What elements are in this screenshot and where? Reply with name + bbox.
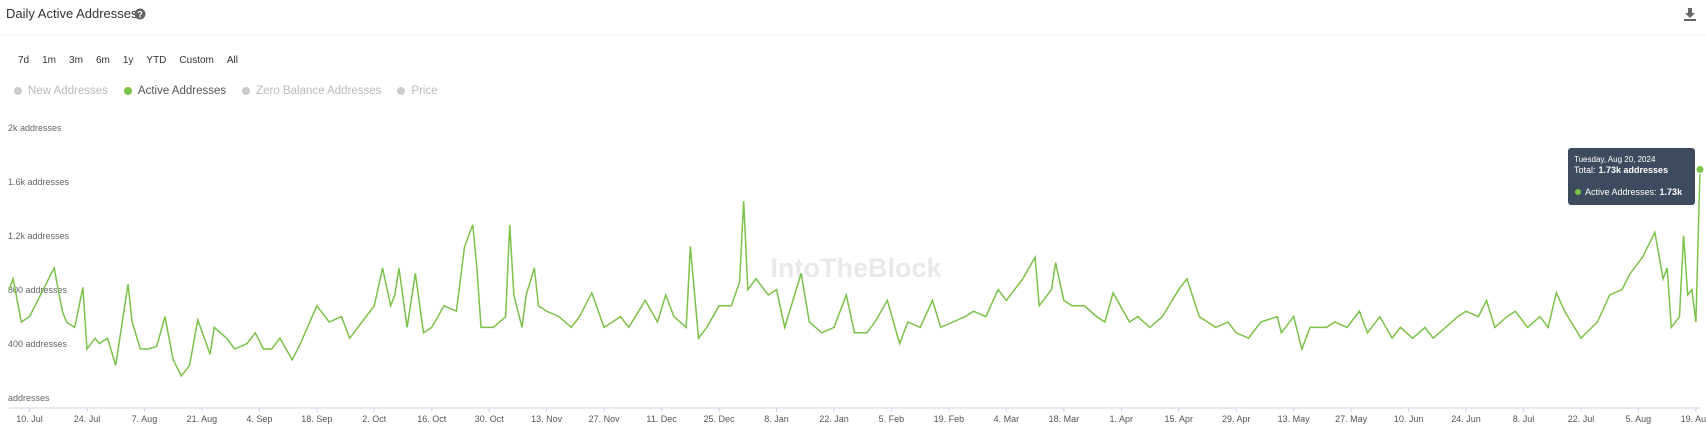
series-line	[8, 169, 1701, 378]
legend-label: Price	[411, 85, 438, 97]
x-tick-label: 2. Oct	[362, 414, 387, 424]
x-tick-label: 13. Nov	[531, 414, 563, 424]
x-tick-label: 24. Jun	[1451, 414, 1481, 424]
legend-item[interactable]: Zero Balance Addresses	[242, 85, 381, 97]
x-tick-label: 25. Dec	[704, 414, 736, 424]
legend-dot	[123, 87, 132, 95]
x-tick-label: 19. Feb	[934, 414, 965, 424]
legend-item[interactable]: Active Addresses	[123, 85, 227, 97]
x-tick-label: 1. Apr	[1110, 414, 1134, 424]
legend-dot	[397, 87, 406, 95]
legend-item[interactable]: New Addresses	[14, 85, 108, 97]
legend-item[interactable]: Price	[397, 85, 438, 97]
x-tick-label: 10. Jun	[1394, 414, 1424, 424]
x-tick-label: 15. Apr	[1164, 414, 1193, 424]
tooltip-total: Total: 1.73k addresses	[1574, 165, 1668, 175]
range-button[interactable]: 1m	[42, 55, 57, 66]
x-tick-label: 16. Oct	[417, 414, 447, 424]
x-tick-label: 8. Jan	[764, 414, 789, 424]
x-tick-label: 5. Aug	[1626, 414, 1652, 424]
x-tick-label: 19. Aug	[1681, 414, 1706, 424]
range-button[interactable]: All	[226, 55, 238, 66]
tooltip-series-label: Active Addresses:	[1585, 187, 1657, 197]
x-tick-label: 4. Sep	[246, 414, 272, 424]
download-icon[interactable]	[1684, 8, 1696, 21]
x-tick-label: 18. Sep	[301, 414, 332, 424]
range-button[interactable]: 7d	[18, 55, 30, 66]
range-button[interactable]: YTD	[146, 55, 167, 66]
hover-marker	[1695, 164, 1705, 174]
help-icon[interactable]: ?	[134, 8, 146, 20]
legend-dot	[242, 87, 251, 95]
range-button[interactable]: 3m	[69, 55, 83, 66]
tooltip-date: Tuesday, Aug 20, 2024	[1574, 155, 1656, 164]
x-tick-label: 21. Aug	[187, 414, 218, 424]
x-tick-label: 11. Dec	[646, 414, 677, 424]
y-tick-label: 400 addresses	[8, 339, 68, 349]
watermark: IntoTheBlock	[770, 253, 942, 283]
x-tick-label: 5. Feb	[879, 414, 905, 424]
legend: New Addresses Active Addresses Zero Balanc…	[14, 85, 438, 97]
x-tick-label: 7. Aug	[132, 414, 158, 424]
range-button[interactable]: 1y	[122, 55, 134, 66]
x-tick-label: 18. Mar	[1049, 414, 1080, 424]
range-button[interactable]: Custom	[179, 55, 214, 66]
x-tick-label: 27. Nov	[589, 414, 621, 424]
y-tick-label: 800 addresses	[8, 285, 68, 295]
tooltip-dot	[1575, 189, 1581, 195]
svg-text:?: ?	[137, 10, 143, 20]
plot: addresses 400 addresses 800 addresses 1.2k …	[8, 123, 1706, 424]
legend-label: Active Addresses	[137, 85, 227, 97]
x-tick-label: 24. Jul	[74, 414, 101, 424]
tooltip-series: Active Addresses: 1.73k	[1585, 187, 1683, 197]
tooltip-total-value: 1.73k addresses	[1599, 165, 1669, 175]
x-tick-label: 13. May	[1278, 414, 1311, 424]
tooltip-total-label: Total:	[1574, 165, 1596, 175]
tooltip-box	[1568, 148, 1695, 205]
x-tick-label: 30. Oct	[475, 414, 505, 424]
y-tick-label: 1.2k addresses	[8, 231, 70, 241]
legend-label: Zero Balance Addresses	[256, 85, 382, 97]
range-button[interactable]: 6m	[95, 55, 110, 66]
x-tick-label: 8. Jul	[1513, 414, 1535, 424]
y-tick-label: 1.6k addresses	[8, 177, 70, 187]
range-buttons: 7d 1m 3m 6m 1y YTD Custom All	[13, 51, 243, 70]
tooltip-series-value: 1.73k	[1660, 187, 1684, 197]
x-tick-label: 4. Mar	[994, 414, 1020, 424]
x-tick-label: 27. May	[1335, 414, 1368, 424]
legend-label: New Addresses	[28, 85, 108, 97]
y-tick-label: 2k addresses	[8, 123, 62, 133]
x-tick-label: 22. Jan	[819, 414, 849, 424]
chart-title: Daily Active Addresses	[6, 6, 138, 21]
x-tick-label: 29. Apr	[1222, 414, 1251, 424]
legend-dot	[14, 87, 22, 95]
x-tick-label: 22. Jul	[1568, 414, 1595, 424]
y-tick-label: addresses	[8, 393, 50, 403]
x-tick-label: 10. Jul	[16, 414, 43, 424]
